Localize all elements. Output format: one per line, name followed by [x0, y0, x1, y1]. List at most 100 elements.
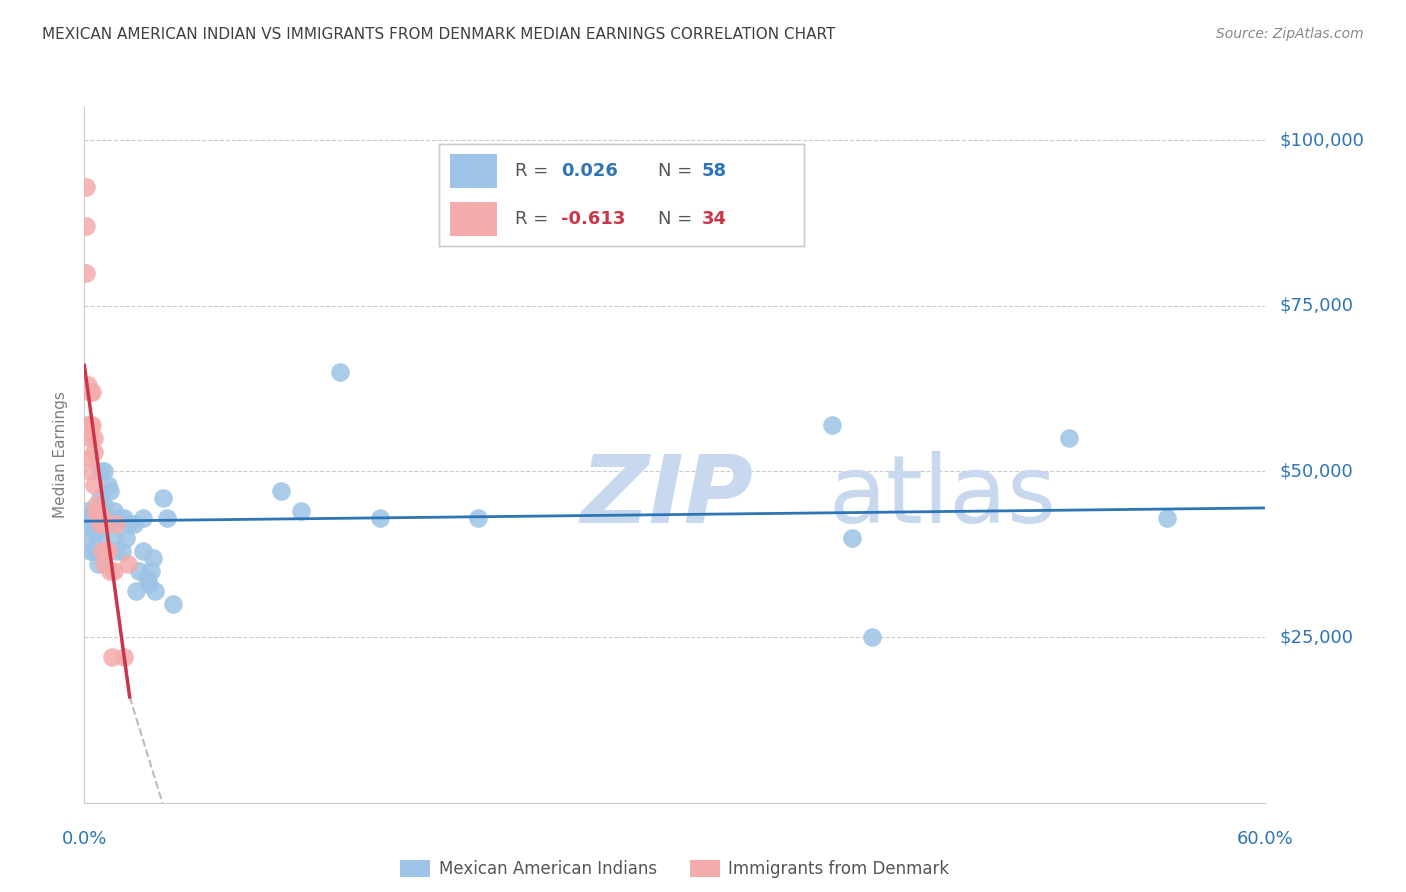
Point	[75, 504, 97, 518]
Point	[142, 550, 165, 565]
Point	[84, 524, 107, 538]
Point	[91, 517, 114, 532]
Text: $25,000: $25,000	[1279, 628, 1354, 646]
Point	[141, 564, 163, 578]
Text: $50,000: $50,000	[1279, 462, 1353, 481]
Point	[270, 484, 292, 499]
Point	[136, 570, 159, 584]
Point	[114, 531, 136, 545]
Point	[93, 465, 115, 479]
Point	[87, 531, 110, 545]
Point	[82, 531, 104, 545]
Point	[1057, 431, 1080, 445]
Point	[467, 511, 489, 525]
Point	[103, 531, 125, 545]
Text: 34: 34	[702, 210, 727, 228]
Point	[87, 517, 110, 532]
Point	[117, 558, 139, 572]
Point	[101, 517, 124, 532]
Point	[97, 511, 120, 525]
Point	[91, 504, 114, 518]
Point	[77, 418, 100, 433]
Point	[368, 511, 391, 525]
Point	[89, 491, 111, 505]
Point	[152, 491, 174, 505]
FancyBboxPatch shape	[450, 202, 498, 235]
Point	[79, 418, 101, 433]
Point	[98, 484, 121, 499]
Text: atlas: atlas	[828, 450, 1057, 542]
Point	[75, 219, 97, 234]
Text: MEXICAN AMERICAN INDIAN VS IMMIGRANTS FROM DENMARK MEDIAN EARNINGS CORRELATION C: MEXICAN AMERICAN INDIAN VS IMMIGRANTS FR…	[42, 27, 835, 42]
Text: N =: N =	[658, 210, 697, 228]
Point	[112, 511, 135, 525]
Point	[841, 531, 863, 545]
Point	[97, 477, 120, 491]
Point	[104, 544, 127, 558]
Point	[821, 418, 844, 433]
Text: $100,000: $100,000	[1279, 131, 1364, 149]
Point	[104, 517, 127, 532]
Point	[83, 477, 105, 491]
Text: N =: N =	[658, 161, 697, 180]
Point	[94, 544, 117, 558]
Point	[124, 583, 146, 598]
Point	[83, 544, 105, 558]
Point	[87, 511, 110, 525]
Text: 58: 58	[702, 161, 727, 180]
Point	[122, 517, 145, 532]
Point	[87, 511, 110, 525]
Point	[98, 564, 121, 578]
Point	[87, 504, 110, 518]
Point	[117, 517, 139, 532]
Legend: Mexican American Indians, Immigrants from Denmark: Mexican American Indians, Immigrants fro…	[394, 853, 956, 884]
Point	[860, 630, 883, 644]
Point	[97, 544, 120, 558]
Point	[91, 544, 114, 558]
Point	[83, 431, 105, 445]
Text: 60.0%: 60.0%	[1237, 830, 1294, 847]
Point	[83, 524, 105, 538]
Point	[89, 511, 111, 525]
Text: -0.613: -0.613	[561, 210, 626, 228]
Point	[77, 418, 100, 433]
Point	[79, 431, 101, 445]
Text: $75,000: $75,000	[1279, 297, 1354, 315]
Point	[84, 511, 107, 525]
Point	[84, 498, 107, 512]
Point	[103, 504, 125, 518]
Point	[111, 544, 134, 558]
Point	[89, 517, 111, 532]
Point	[162, 597, 184, 611]
Point	[101, 650, 124, 665]
Text: 0.026: 0.026	[561, 161, 619, 180]
Text: R =: R =	[516, 161, 554, 180]
Point	[83, 504, 105, 518]
Text: 0.0%: 0.0%	[62, 830, 107, 847]
Point	[75, 179, 97, 194]
Point	[89, 465, 111, 479]
Point	[1156, 511, 1178, 525]
Point	[87, 558, 110, 572]
Point	[128, 564, 150, 578]
Point	[84, 504, 107, 518]
Point	[143, 583, 166, 598]
Point	[91, 511, 114, 525]
Point	[329, 365, 352, 379]
Point	[156, 511, 179, 525]
Point	[103, 564, 125, 578]
Point	[112, 650, 135, 665]
Text: Source: ZipAtlas.com: Source: ZipAtlas.com	[1216, 27, 1364, 41]
Text: R =: R =	[516, 210, 554, 228]
Point	[93, 517, 115, 532]
FancyBboxPatch shape	[450, 153, 498, 187]
Point	[132, 511, 155, 525]
Point	[75, 266, 97, 280]
Point	[108, 511, 131, 525]
Point	[93, 498, 115, 512]
Point	[132, 544, 155, 558]
Y-axis label: Median Earnings: Median Earnings	[53, 392, 69, 518]
Point	[82, 418, 104, 433]
Point	[84, 544, 107, 558]
Point	[79, 544, 101, 558]
